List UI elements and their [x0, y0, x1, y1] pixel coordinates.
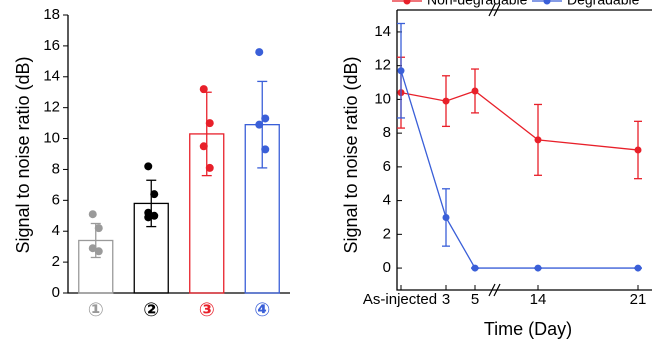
- series-line: [400, 90, 639, 151]
- y-axis-label: Signal to noise ratio (dB): [341, 56, 361, 253]
- x-tick-label: 5: [471, 291, 479, 308]
- legend-label: Degradable: [567, 0, 640, 8]
- data-point: [88, 244, 97, 253]
- y-tick-label: 12: [43, 99, 60, 116]
- data-point: [534, 136, 542, 144]
- y-tick-label: 0: [52, 284, 60, 301]
- data-point: [88, 210, 97, 219]
- data-point: [255, 120, 264, 129]
- y-tick-label: 4: [52, 222, 60, 239]
- data-point: [634, 264, 642, 272]
- axis-break: [488, 3, 501, 297]
- axis-frame: [396, 9, 652, 291]
- data-point: [205, 163, 214, 172]
- y-tick-label: 2: [383, 225, 391, 242]
- data-point: [471, 264, 479, 272]
- y-tick-label: 8: [383, 124, 391, 141]
- y-tick-label: 8: [52, 160, 60, 177]
- data-point: [94, 247, 103, 256]
- y-tick-label: 10: [43, 130, 60, 147]
- x-tick-label: As-injected: [363, 291, 437, 308]
- data-point: [199, 85, 208, 94]
- x-tick-label: 14: [530, 291, 547, 308]
- y-tick-label: 18: [43, 6, 60, 23]
- y-tick-label: 6: [383, 158, 391, 175]
- data-point: [144, 162, 153, 171]
- y-tick-label: 10: [374, 90, 391, 107]
- y-tick-label: 14: [43, 68, 60, 85]
- legend-marker: [543, 0, 551, 5]
- y-tick-label: 6: [52, 191, 60, 208]
- data-point: [150, 211, 159, 220]
- y-tick-label: 12: [374, 57, 391, 74]
- y-tick-label: 0: [383, 259, 391, 276]
- data-point: [205, 119, 214, 128]
- y-axis-label: Signal to noise ratio (dB): [13, 56, 33, 253]
- series-line: [400, 70, 638, 269]
- data-point: [261, 114, 270, 123]
- data-point: [397, 67, 405, 75]
- data-point: [94, 224, 103, 233]
- data-point: [261, 145, 270, 154]
- y-tick-label: 16: [43, 37, 60, 54]
- x-tick-label: ①: [88, 300, 104, 321]
- data-point: [534, 264, 542, 272]
- data-point: [471, 87, 479, 95]
- data-point: [442, 97, 450, 105]
- data-point: [634, 146, 642, 154]
- legend-label: Non-degradable: [427, 0, 528, 8]
- y-tick-label: 14: [374, 23, 391, 40]
- y-tick-label: 4: [383, 192, 391, 209]
- data-point: [199, 142, 208, 151]
- x-tick-label: ③: [199, 300, 215, 321]
- x-tick-label: ②: [143, 300, 159, 321]
- x-tick-label: ④: [254, 300, 270, 321]
- data-point: [442, 213, 450, 221]
- data-point: [150, 190, 159, 199]
- data-point: [144, 213, 153, 222]
- y-tick-label: 2: [52, 253, 60, 270]
- x-tick-label: 3: [442, 291, 450, 308]
- legend-marker: [403, 0, 411, 5]
- data-point: [255, 48, 264, 57]
- x-axis-label: Time (Day): [484, 319, 572, 339]
- x-tick-label: 21: [630, 291, 647, 308]
